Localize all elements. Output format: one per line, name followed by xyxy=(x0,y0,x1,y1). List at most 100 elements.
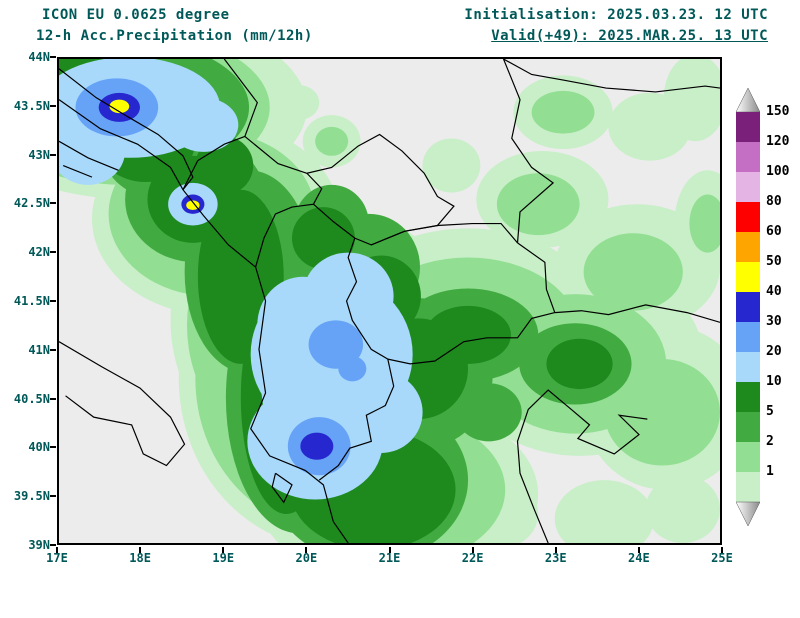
legend-value-80: 80 xyxy=(766,194,782,209)
lon-tick xyxy=(388,547,391,553)
lon-tick xyxy=(305,547,308,553)
precipitation-map xyxy=(59,59,720,543)
legend-value-30: 30 xyxy=(766,314,782,329)
border-croatia-bosnia xyxy=(59,68,194,191)
lat-tick xyxy=(50,251,56,254)
lon-tick xyxy=(637,547,640,553)
lon-tick xyxy=(721,547,723,553)
precip-area-mm-50 xyxy=(109,99,130,114)
border-macedonia-bulgaria xyxy=(517,242,556,313)
lat-tick xyxy=(50,202,56,205)
legend-cell-80 xyxy=(736,202,760,232)
legend-cell-30 xyxy=(736,322,760,352)
precip-area-mm-1 xyxy=(277,85,320,120)
lat-tick xyxy=(50,544,56,546)
lat-label-41N: 41N xyxy=(28,342,50,357)
legend-value-2: 2 xyxy=(766,434,774,449)
lon-label-24E: 24E xyxy=(628,551,650,565)
border-serbia-bulgaria xyxy=(502,59,555,243)
border-aegean-coast xyxy=(516,389,648,543)
model-title: ICON EU 0.0625 degree xyxy=(42,7,230,23)
border-bosnia-montenegro xyxy=(182,135,246,190)
precip-area-mm-10 xyxy=(425,305,511,364)
legend-underflow-arrow-bottom xyxy=(735,501,761,527)
legend-cell-60 xyxy=(736,232,760,262)
lat-tick xyxy=(50,104,56,107)
lat-tick xyxy=(50,153,56,156)
lon-label-18E: 18E xyxy=(129,551,151,565)
border-macedonia-north xyxy=(371,222,518,246)
border-bulgaria-greece xyxy=(554,304,720,323)
legend-overflow-arrow-top xyxy=(735,87,761,113)
precip-area-mm-2 xyxy=(531,90,595,134)
lat-label-43.5N: 43.5N xyxy=(13,98,50,113)
product-title: 12-h Acc.Precipitation (mm/12h) xyxy=(36,28,313,44)
precip-area-mm-20 xyxy=(168,97,239,152)
lat-tick xyxy=(50,348,56,351)
legend-colorbar-svg xyxy=(735,87,761,527)
precip-area-mm-1 xyxy=(645,475,720,543)
lon-label-20E: 20E xyxy=(295,551,318,565)
legend-value-50: 50 xyxy=(766,254,782,269)
lon-label-22E: 22E xyxy=(461,551,484,565)
precip-area-mm-1 xyxy=(663,59,720,142)
legend-cell-2 xyxy=(736,442,760,472)
border-montenegro-east xyxy=(255,172,323,268)
valid-time: Valid(+49): 2025.MAR.25. 13 UTC xyxy=(491,28,768,44)
lat-label-40.5N: 40.5N xyxy=(13,391,50,406)
legend-cell-120 xyxy=(736,142,760,172)
lat-label-39.5N: 39.5N xyxy=(13,489,50,504)
precip-area-mm-50 xyxy=(186,200,200,211)
precip-area-mm-30 xyxy=(338,356,367,382)
lon-tick xyxy=(471,547,474,553)
lat-tick xyxy=(50,300,56,302)
legend-cell-150 xyxy=(736,112,760,142)
legend-value-5: 5 xyxy=(766,404,774,419)
lon-tick xyxy=(554,547,557,553)
precip-area-mm-2 xyxy=(496,173,580,236)
legend-value-10: 10 xyxy=(766,374,782,389)
lat-label-43N: 43N xyxy=(28,147,50,162)
legend-value-20: 20 xyxy=(766,344,782,359)
lon-label-25E: 25E xyxy=(711,551,733,565)
legend-colorbar: 150 120 100 80 60 50 40 30 20 10 5 2 1 xyxy=(735,87,800,548)
lat-tick xyxy=(50,495,56,498)
lat-label-42N: 42N xyxy=(28,245,50,260)
lat-tick xyxy=(50,56,56,58)
precip-area-mm-20 xyxy=(339,371,423,453)
lon-tick xyxy=(56,547,58,553)
border-albania-east xyxy=(318,237,395,481)
precip-area-mm-5 xyxy=(455,383,522,442)
legend-cell-5 xyxy=(736,412,760,442)
lon-label-23E: 23E xyxy=(544,551,567,565)
lat-label-42.5N: 42.5N xyxy=(13,196,50,211)
legend-value-120: 120 xyxy=(766,134,790,149)
legend-value-100: 100 xyxy=(766,164,790,179)
lat-tick xyxy=(50,446,56,449)
lon-tick xyxy=(139,547,142,553)
border-dalmatian-islands-b xyxy=(62,164,93,178)
lon-label-17E: 17E xyxy=(46,551,68,565)
lat-label-39N: 39N xyxy=(28,538,50,552)
lat-label-41.5N: 41.5N xyxy=(13,294,50,308)
legend-cell-20 xyxy=(736,352,760,382)
legend-cell-10 xyxy=(736,382,760,412)
border-danube xyxy=(503,59,720,93)
precip-area-mm-10 xyxy=(546,338,613,390)
border-kosovo xyxy=(306,133,455,246)
border-greece-macedonia xyxy=(387,312,555,365)
border-dalmatian-islands-a xyxy=(59,140,119,171)
initialisation-time: Initialisation: 2025.03.23. 12 UTC xyxy=(464,7,768,23)
legend-cell-1 xyxy=(736,472,760,502)
lon-label-19E: 19E xyxy=(212,551,235,565)
map-frame xyxy=(57,57,722,545)
lat-label-44N: 44N xyxy=(28,50,50,64)
lat-label-40N: 40N xyxy=(28,440,50,455)
precip-area-mm-2 xyxy=(583,233,683,311)
precip-area-mm-1 xyxy=(554,480,654,543)
precip-area-mm-2 xyxy=(689,194,720,253)
border-italy-heel-coast xyxy=(59,341,186,467)
legend-value-150: 150 xyxy=(766,104,790,119)
border-adriatic-coast xyxy=(59,99,349,543)
